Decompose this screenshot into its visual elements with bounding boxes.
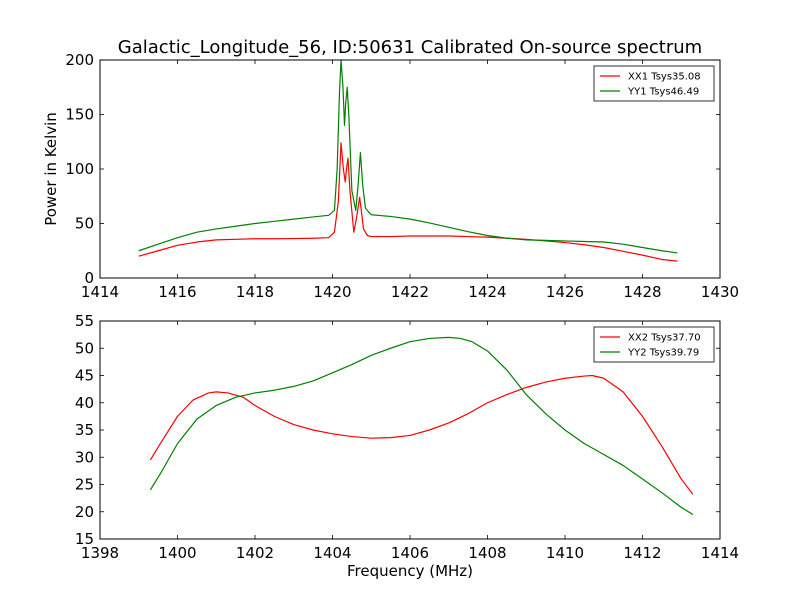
y-tick-label: 0 xyxy=(84,269,94,287)
x-tick-label: 1408 xyxy=(468,544,506,562)
x-tick-label: 1430 xyxy=(701,283,739,301)
x-axis-label: Frequency (MHz) xyxy=(347,562,473,580)
subplot-2: 1398 1400 1402 1404 1406 1408 1410 1412 1414 15 20… xyxy=(75,312,739,580)
x-tick-label: 1400 xyxy=(158,544,196,562)
figure-title: Galactic_Longitude_56, ID:50631 Calibrat… xyxy=(118,37,702,58)
y-tick-label: 35 xyxy=(75,421,94,439)
y-tick-label: 40 xyxy=(75,394,94,412)
plots: 1414 1416 1418 1420 1422 1424 1426 1428 14300501… xyxy=(42,51,739,580)
y-tick-label: 45 xyxy=(75,367,94,385)
y-tick-label: 55 xyxy=(75,312,94,330)
x-tick-label: 1398 xyxy=(81,544,119,562)
y-tick-label: 25 xyxy=(75,476,94,494)
y-tick-label: 50 xyxy=(75,339,94,357)
x-tick-label: 1410 xyxy=(546,544,584,562)
y-tick-label: 100 xyxy=(65,160,94,178)
legend-box xyxy=(593,65,715,102)
y-tick-label: 20 xyxy=(75,503,94,521)
legend-box xyxy=(593,326,715,363)
series-line-1-1 xyxy=(138,142,678,262)
subplot-1: 1414 1416 1418 1420 1422 1424 1426 1428 1430 0 50 1… xyxy=(42,51,739,301)
x-tick-label: 1422 xyxy=(391,283,429,301)
y-tick-label: 150 xyxy=(65,106,94,124)
x-tick-label: 1418 xyxy=(236,283,274,301)
legend-label: XX1 Tsys35.08 xyxy=(628,72,701,83)
y-axis-label: Power in Kelvin xyxy=(42,112,60,226)
x-tick-label: 1426 xyxy=(546,283,584,301)
x-tick-label: 1402 xyxy=(236,544,274,562)
legend: XX2 Tsys37.70 YY2 Tsys39.79 xyxy=(593,326,715,363)
y-tick-label: 30 xyxy=(75,448,94,466)
x-tick-label: 1406 xyxy=(391,544,429,562)
x-tick-label: 1416 xyxy=(158,283,196,301)
x-tick-label: 1414 xyxy=(81,283,119,301)
legend-label: XX2 Tsys37.70 xyxy=(628,333,701,344)
y-tick-label: 50 xyxy=(75,215,94,233)
series-line-2-1 xyxy=(149,374,694,495)
x-tick-label: 1420 xyxy=(313,283,351,301)
x-tick-label: 1414 xyxy=(701,544,739,562)
legend: XX1 Tsys35.08 YY1 Tsys46.49 xyxy=(593,65,715,102)
legend-label: YY1 Tsys46.49 xyxy=(627,87,699,98)
series-line-1-2 xyxy=(138,60,678,254)
y-tick-label: 200 xyxy=(65,51,94,69)
legend-label: YY2 Tsys39.79 xyxy=(627,348,699,359)
x-tick-label: 1412 xyxy=(623,544,661,562)
x-tick-label: 1424 xyxy=(468,283,506,301)
x-tick-label: 1404 xyxy=(313,544,351,562)
series-line-2-2 xyxy=(149,336,694,515)
x-tick-label: 1428 xyxy=(623,283,661,301)
y-tick-label: 15 xyxy=(75,530,94,548)
